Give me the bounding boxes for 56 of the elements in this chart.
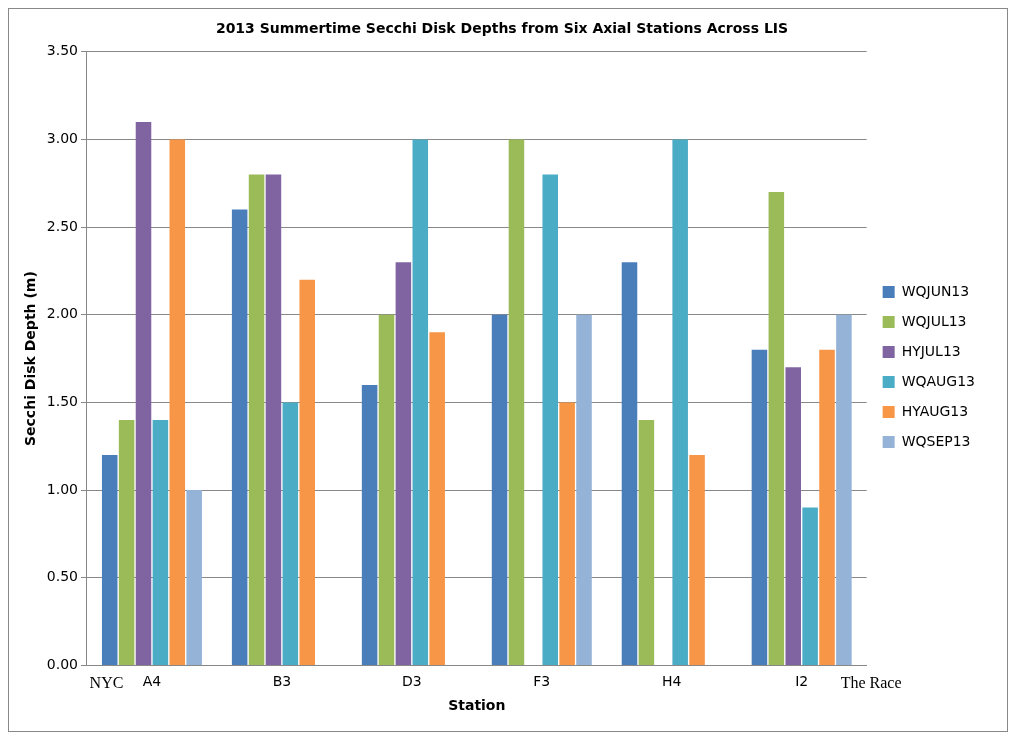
bar — [751, 349, 768, 665]
bar — [395, 262, 412, 665]
y-tick-label: 0.50 — [46, 568, 78, 585]
bar — [429, 332, 445, 665]
bar — [785, 367, 801, 665]
legend-label: WQJUL13 — [901, 312, 967, 329]
bar — [135, 121, 152, 665]
bar — [768, 192, 785, 665]
legend-label: HYJUL13 — [901, 342, 961, 359]
legend-label: HYAUG13 — [901, 402, 969, 419]
bar — [412, 139, 429, 665]
x-tick-label: F3 — [533, 673, 551, 690]
legend-label: WQSEP13 — [901, 432, 971, 449]
bar — [378, 314, 395, 665]
y-tick-label: 2.00 — [46, 305, 78, 322]
bar — [265, 174, 282, 665]
legend-label: WQAUG13 — [901, 372, 976, 389]
bar — [542, 174, 558, 665]
bar — [836, 314, 852, 665]
bar — [231, 209, 248, 665]
bar — [819, 349, 835, 665]
bar — [282, 402, 299, 665]
bar — [689, 455, 705, 665]
bar — [802, 507, 818, 665]
x-tick-label: D3 — [401, 673, 422, 690]
bar — [101, 455, 118, 665]
bar — [248, 174, 265, 665]
bar — [491, 314, 508, 665]
text: NYC — [89, 673, 124, 691]
y-tick-label: 0.00 — [46, 656, 78, 673]
y-axis-title: Secchi Disk Depth (m) — [22, 271, 39, 447]
y-tick-label: 1.50 — [46, 393, 78, 410]
bar — [299, 279, 315, 665]
y-tick-label: 1.00 — [46, 480, 78, 497]
bar — [118, 419, 135, 665]
chart-title: 2013 Summertime Secchi Disk Depths from Six Axial Stations Across LIS — [215, 20, 789, 37]
legend-label: WQJUN13 — [901, 282, 970, 299]
bar — [361, 384, 378, 665]
y-tick-label: 3.50 — [46, 42, 78, 59]
x-tick-label: A4 — [142, 673, 162, 690]
y-tick-label: 3.00 — [46, 130, 78, 147]
x-axis-title: Station — [448, 697, 506, 714]
bar — [186, 490, 202, 665]
x-tick-label: B3 — [272, 673, 292, 690]
x-tick-label: H4 — [662, 673, 682, 690]
bar — [672, 139, 688, 665]
y-tick-label: 2.50 — [46, 217, 78, 234]
bar — [559, 402, 575, 665]
text: The Race — [840, 673, 902, 691]
bar — [152, 419, 169, 665]
bar — [621, 262, 638, 665]
bar — [638, 419, 655, 665]
bar — [169, 139, 186, 665]
bar — [508, 139, 525, 665]
bar — [576, 314, 592, 665]
x-tick-label: I2 — [795, 673, 809, 690]
